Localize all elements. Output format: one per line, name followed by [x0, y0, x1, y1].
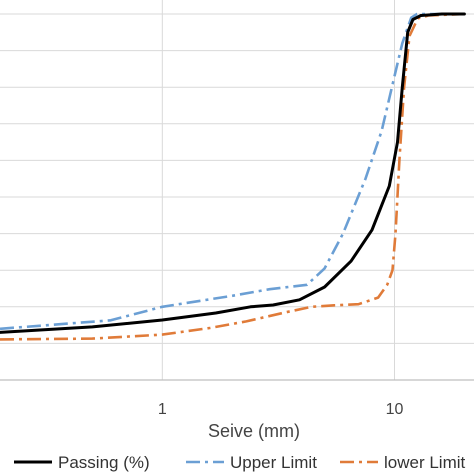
legend-label: lower Limit [384, 453, 466, 472]
x-tick-labels: 1 10 [158, 401, 404, 418]
grid [0, 0, 474, 381]
series-layer [0, 12, 466, 341]
series-line-passing [0, 12, 466, 334]
legend: Passing (%) Upper Limit lower Limit [14, 453, 466, 472]
x-tick-label: 10 [386, 401, 404, 418]
series-line-lower-limit [0, 12, 465, 341]
x-axis-title: Seive (mm) [208, 421, 300, 441]
legend-label: Passing (%) [58, 453, 150, 472]
x-tick-label: 1 [158, 401, 167, 418]
legend-label: Upper Limit [230, 453, 317, 472]
